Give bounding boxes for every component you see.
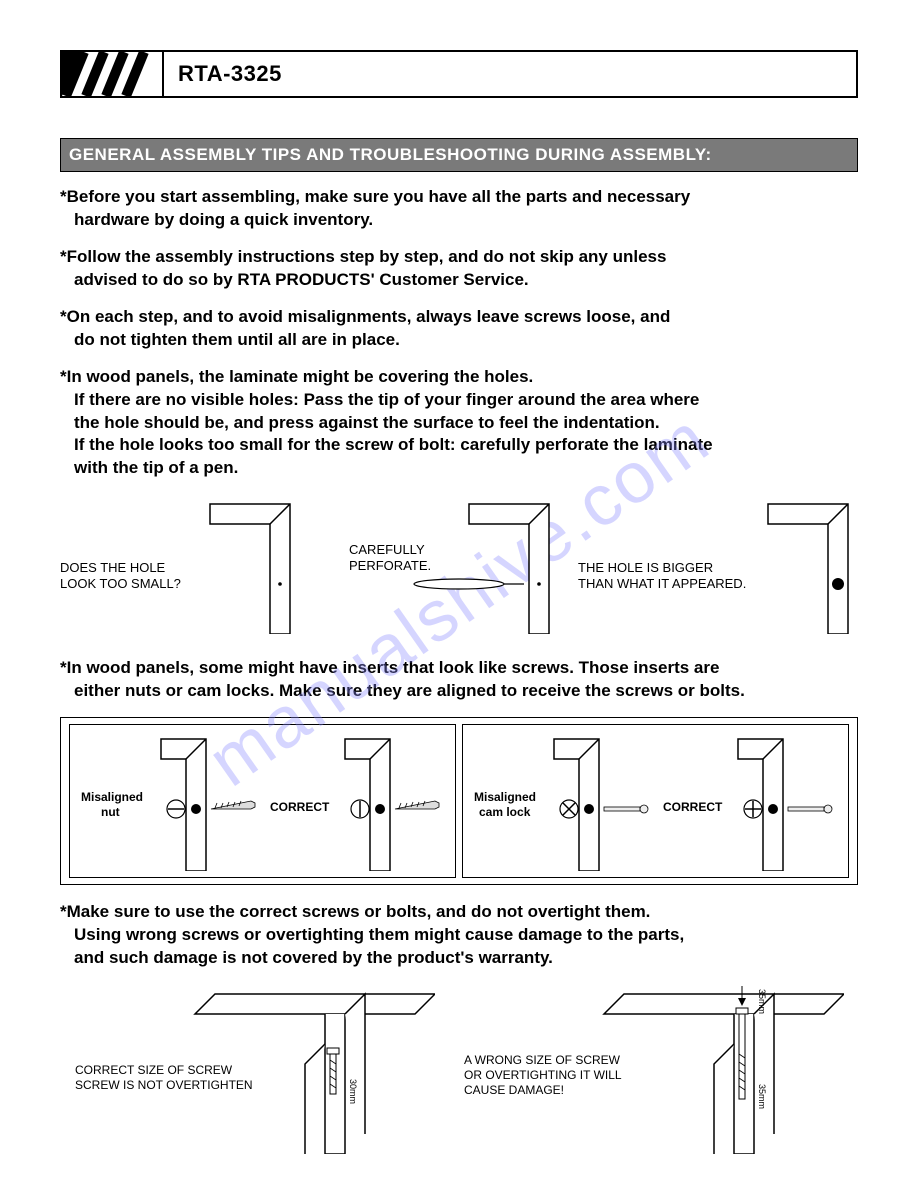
diagram-row-perforate: DOES THE HOLE LOOK TOO SMALL? CAREFULLY …: [60, 494, 858, 639]
header-stripes-icon: [62, 52, 164, 96]
tip-text: hardware by doing a quick inventory.: [60, 209, 858, 232]
svg-text:A WRONG SIZE OF SCREW: A WRONG SIZE OF SCREW: [464, 1053, 621, 1067]
svg-text:CORRECT: CORRECT: [663, 800, 723, 814]
tip-2: *Follow the assembly instructions step b…: [60, 246, 858, 292]
tip-text: Using wrong screws or overtighting them …: [60, 924, 858, 947]
diagram-correct-screw: 30mm CORRECT SIZE OF SCREW SCREW IS NOT …: [75, 984, 435, 1159]
tip-text: advised to do so by RTA PRODUCTS' Custom…: [60, 269, 858, 292]
section-banner: GENERAL ASSEMBLY TIPS AND TROUBLESHOOTIN…: [60, 138, 858, 172]
svg-text:CORRECT: CORRECT: [270, 800, 330, 814]
svg-text:SCREW IS NOT OVERTIGHTEN: SCREW IS NOT OVERTIGHTEN: [75, 1078, 253, 1092]
tip-text: *Follow the assembly instructions step b…: [60, 247, 666, 266]
svg-text:THE HOLE IS BIGGER: THE HOLE IS BIGGER: [578, 560, 713, 575]
tip-text: *In wood panels, the laminate might be c…: [60, 367, 533, 386]
tip-text: with the tip of a pen.: [60, 457, 858, 480]
tip-text: If the hole looks too small for the scre…: [60, 434, 858, 457]
diagram-perforate: CAREFULLY PERFORATE.: [319, 494, 569, 639]
tip-text: either nuts or cam locks. Make sure they…: [60, 680, 858, 703]
tip-text: *In wood panels, some might have inserts…: [60, 658, 719, 677]
svg-text:Misaligned: Misaligned: [81, 790, 143, 804]
svg-text:CAUSE DAMAGE!: CAUSE DAMAGE!: [464, 1083, 564, 1097]
tip-text: If there are no visible holes: Pass the …: [60, 389, 858, 412]
header-bar: RTA-3325: [60, 50, 858, 98]
svg-text:35mm: 35mm: [757, 1084, 767, 1109]
svg-text:Misaligned: Misaligned: [474, 790, 536, 804]
svg-text:35mm: 35mm: [757, 989, 767, 1014]
panel-camlock: Misaligned cam lock CORRECT: [462, 724, 849, 878]
tip-text: *Before you start assembling, make sure …: [60, 187, 690, 206]
svg-text:THAN WHAT IT APPEARED.: THAN WHAT IT APPEARED.: [578, 576, 746, 591]
tip-text: *Make sure to use the correct screws or …: [60, 902, 650, 921]
diagram-wrong-screw: 35mm 35mm A WRONG SIZE OF SCREW OR OVERT…: [464, 984, 844, 1159]
tip-text: do not tighten them until all are in pla…: [60, 329, 858, 352]
svg-text:DOES THE HOLE: DOES THE HOLE: [60, 560, 166, 575]
svg-text:CORRECT SIZE OF SCREW: CORRECT SIZE OF SCREW: [75, 1063, 233, 1077]
svg-text:PERFORATE.: PERFORATE.: [349, 558, 431, 573]
svg-text:LOOK TOO SMALL?: LOOK TOO SMALL?: [60, 576, 181, 591]
diagram-row-inserts: Misaligned nut CORRECT: [60, 717, 858, 885]
page: manualshive.com RTA-3325 GENERAL ASSEMBL…: [0, 0, 918, 1199]
diagram-hole-bigger: THE HOLE IS BIGGER THAN WHAT IT APPEARED…: [578, 494, 858, 639]
svg-text:nut: nut: [101, 805, 120, 819]
tip-3: *On each step, and to avoid misalignment…: [60, 306, 858, 352]
svg-text:cam lock: cam lock: [479, 805, 531, 819]
panel-nut: Misaligned nut CORRECT: [69, 724, 456, 878]
tip-text: and such damage is not covered by the pr…: [60, 947, 858, 970]
tip-text: the hole should be, and press against th…: [60, 412, 858, 435]
tip-1: *Before you start assembling, make sure …: [60, 186, 858, 232]
tip-4: *In wood panels, the laminate might be c…: [60, 366, 858, 481]
svg-text:OR OVERTIGHTING IT WILL: OR OVERTIGHTING IT WILL: [464, 1068, 622, 1082]
tip-5: *In wood panels, some might have inserts…: [60, 657, 858, 703]
svg-text:30mm: 30mm: [348, 1079, 358, 1104]
tip-6: *Make sure to use the correct screws or …: [60, 901, 858, 970]
diagram-row-screwsize: 30mm CORRECT SIZE OF SCREW SCREW IS NOT …: [60, 984, 858, 1159]
tip-text: *On each step, and to avoid misalignment…: [60, 307, 670, 326]
model-number: RTA-3325: [164, 61, 282, 87]
diagram-hole-small: DOES THE HOLE LOOK TOO SMALL?: [60, 494, 310, 639]
svg-text:CAREFULLY: CAREFULLY: [349, 542, 425, 557]
